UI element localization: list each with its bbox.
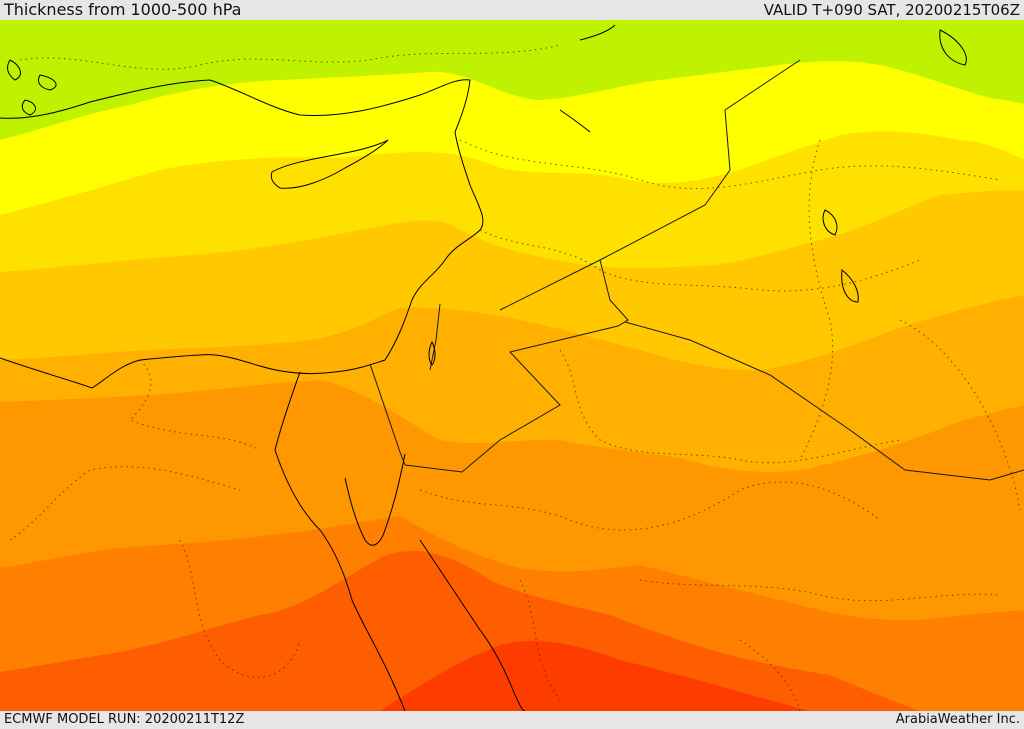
coastline-red-sea-east (419, 539, 526, 711)
model-run-label: ECMWF MODEL RUN: 20200211T12Z (4, 712, 245, 727)
isoline (9, 466, 241, 541)
isoline (639, 579, 1001, 602)
coastline-lake-sevan (939, 29, 967, 66)
coastline-levant (334, 184, 484, 373)
coastline-cyprus (270, 139, 389, 189)
coastline-aegean-islands (7, 59, 57, 116)
coastline-sinai-aqaba (344, 453, 406, 546)
footer-bar (0, 711, 1024, 729)
border-line (429, 303, 441, 371)
border-line (624, 321, 1024, 481)
isoline (19, 44, 561, 70)
coastline-egypt-north (0, 354, 336, 389)
header-bar (0, 0, 1024, 20)
band-9 (380, 640, 810, 711)
coastline-lake-van (822, 209, 838, 236)
border-line (404, 259, 629, 473)
coastline-black-sea (559, 24, 616, 133)
thickness-map[interactable] (0, 20, 1024, 711)
coastline-lake-urmia (841, 269, 859, 303)
valid-time-label: VALID T+090 SAT, 20200215T06Z (763, 1, 1020, 19)
coastline-gulf-suez (274, 371, 406, 711)
coastline-turkey-south (0, 79, 471, 186)
isolines (9, 44, 1021, 711)
map-title: Thickness from 1000-500 hPa (4, 0, 242, 19)
isoline (179, 539, 301, 678)
coastline-dead-sea (428, 340, 436, 366)
coastlines (0, 24, 967, 711)
band-8 (0, 550, 920, 711)
credit-label: ArabiaWeather Inc. (895, 712, 1020, 727)
isoline (459, 139, 1001, 190)
